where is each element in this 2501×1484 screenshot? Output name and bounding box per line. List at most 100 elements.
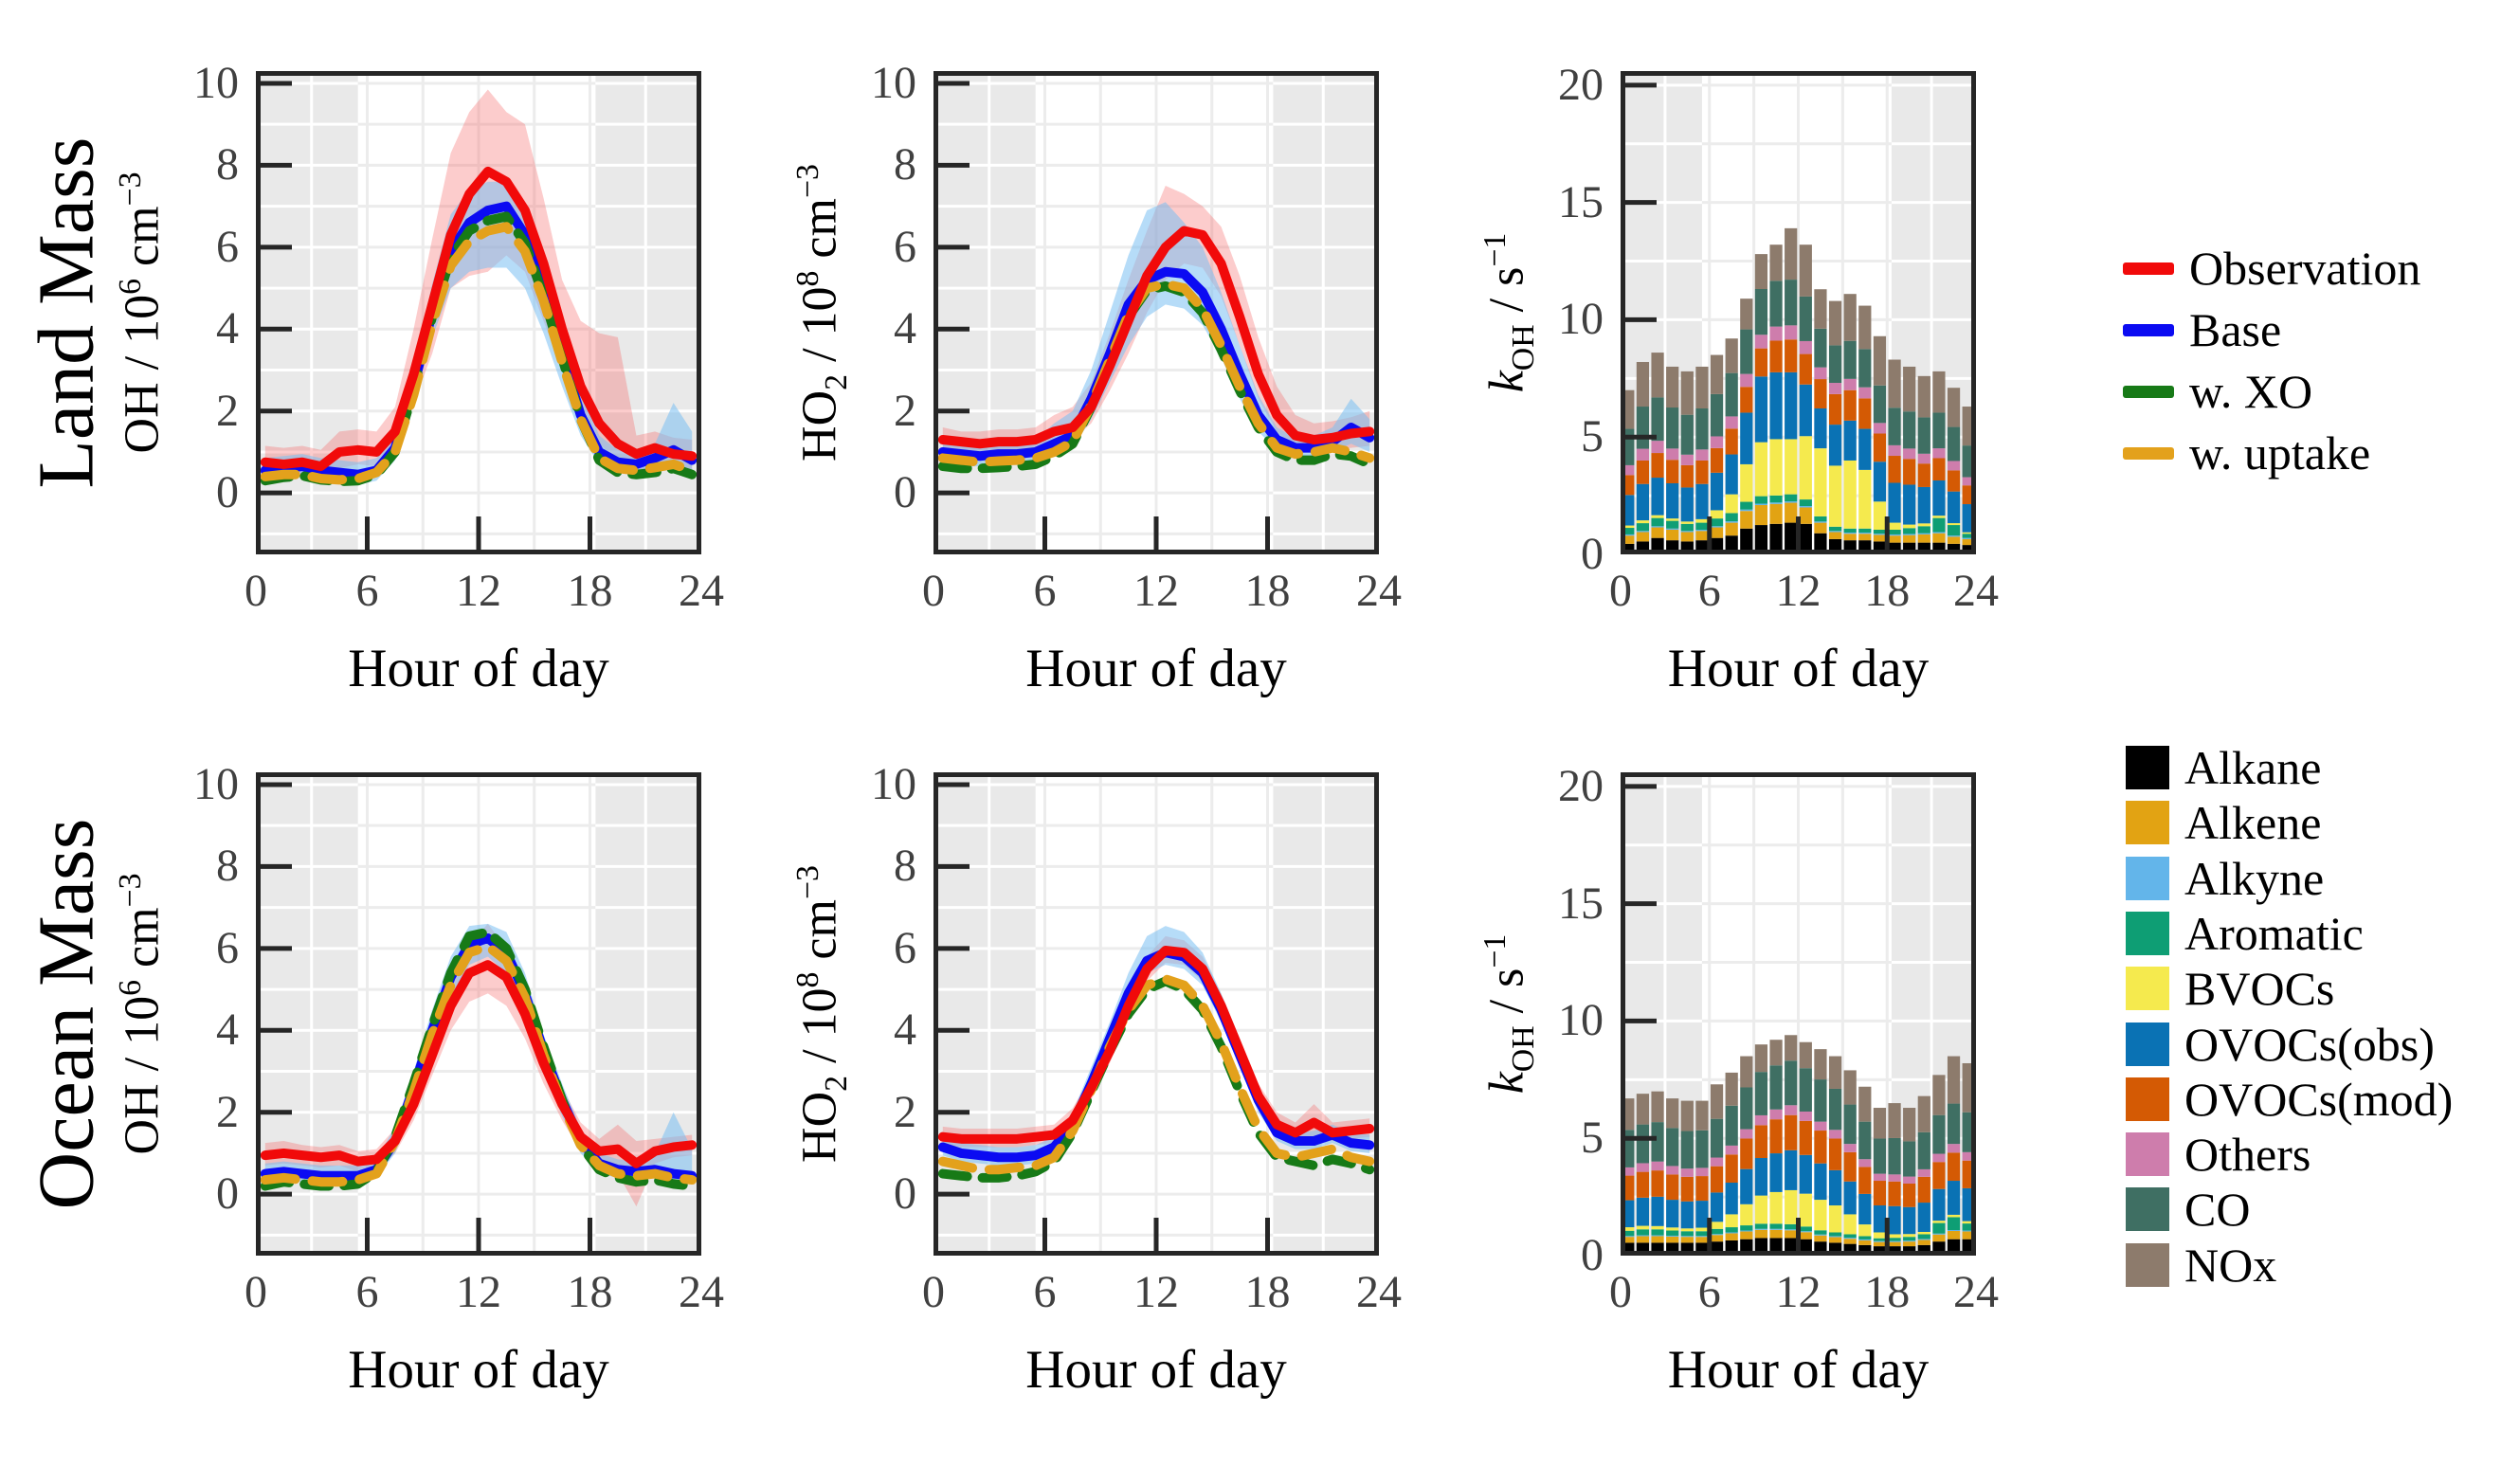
x-tick-label: 6 [1697,566,1721,616]
bar-segment-alkyne [1843,532,1857,534]
legend-line-swatch [2123,262,2174,275]
y-tick-label: 0 [894,467,916,518]
x-axis-title: Hour of day [348,639,609,698]
night-band [933,71,1036,554]
bar-segment-alkyne [1903,1240,1916,1242]
label-segment: cm [115,907,170,981]
bar-segment-alkene [1888,1241,1901,1247]
y-tick-label: 2 [216,385,239,436]
bar-segment-co [1843,1104,1857,1145]
bar-segment-co [1947,426,1961,461]
x-tick-label: 12 [1775,566,1821,616]
bar-segment-co [1725,372,1738,417]
bar-segment-aromatic [1769,495,1783,503]
bar-segment-ovocs-mod- [1754,348,1768,377]
bar-segment-alkene [1828,1237,1842,1243]
legend-box-swatch [2126,1242,2169,1287]
y-axis-label: OH / 106 cm−3 [113,172,171,454]
y-tick-label: 10 [193,57,239,108]
bar-segment-co [1740,329,1753,374]
bar-segment-alkyne [1769,502,1783,504]
base-band [264,181,693,485]
bar-segment-co [1695,1130,1709,1168]
bar-segment-alkane [1622,543,1635,554]
x-tick-label: 18 [1864,1267,1911,1317]
bar-segment-nox [1636,361,1650,407]
bar-segment-co [1858,349,1872,388]
bar-segment-ovocs-obs- [1710,1192,1724,1222]
bar-segment-aromatic [1622,528,1635,534]
legend-box-swatch [2126,746,2169,789]
bar-segment-aromatic [1814,516,1827,522]
y-tick-label: 0 [894,1168,916,1220]
bar-segment-co [1799,296,1812,341]
bar-segment-nox [1873,1108,1887,1139]
bar-segment-nox [1814,289,1827,329]
legend-item-label: Observation [2189,242,2421,295]
bar-segment-nox [1754,1044,1768,1073]
label-segment: HO [792,389,847,461]
bar-segment-ovocs-mod- [1769,1119,1783,1154]
y-tick-label: 10 [1558,995,1604,1046]
bar-segment-aromatic [1622,1230,1635,1237]
bar-segment-alkene [1843,1239,1857,1244]
line-series-observation [260,960,698,1168]
y-tick-label: 0 [1581,1230,1604,1280]
bar-segment-aromatic [1903,1237,1916,1241]
bar-segment-alkene [1695,531,1709,541]
bar-segment-nox [1917,375,1930,418]
bar-segment-others [1903,448,1916,460]
y-tick-label: 4 [216,303,239,354]
bar-segment-ovocs-mod- [1799,1120,1812,1155]
bar-segment-alkyne [1636,531,1650,533]
y-tick-label: 2 [216,1086,239,1137]
bar-segment-others [1903,1176,1916,1184]
bar-segment-bvocs [1858,469,1872,529]
bar-segment-bvocs [1636,1225,1650,1230]
x-tick-label: 0 [1609,1267,1632,1317]
bar-segment-nox [1769,244,1783,281]
night-band [1273,772,1379,1256]
bar-segment-ovocs-mod- [1888,1181,1901,1206]
bar-segment-others [1636,1163,1650,1172]
bar-segment-others [1888,444,1901,457]
bar-segment-bvocs [1666,1227,1679,1231]
bar-segment-ovocs-mod- [1785,1114,1798,1150]
bar-segment-ovocs-mod- [1873,1181,1887,1206]
bar-segment-co [1799,1068,1812,1112]
x-tick-label: 6 [355,1267,379,1317]
plot-spines [256,772,701,1256]
bar-segment-alkene [1622,535,1635,544]
y-axis-label: kOH / s−1 [1477,233,1541,393]
bar-segment-others [1769,326,1783,341]
line-series-w-uptake [937,279,1375,467]
panel-land-koh [1621,71,1976,554]
label-segment: / s [1479,968,1534,1026]
bar-segment-bvocs [1917,523,1930,527]
bar-segment-alkane [1740,528,1753,554]
panel-svg [1621,71,1976,554]
y-tick-label: 2 [894,385,916,436]
bar-segment-bvocs [1680,1228,1694,1232]
label-segment: −3 [790,865,826,900]
night-band [1273,71,1379,554]
bar-segment-ovocs-mod- [1740,1138,1753,1169]
line-series-w-xo [937,976,1375,1183]
bar-segment-nox [1828,1056,1842,1089]
bar-segment-others [1962,1151,1975,1161]
y-tick-label: 0 [216,1168,239,1220]
bar-segment-others [1843,378,1857,390]
bar-segment-alkene [1873,534,1887,542]
bar-segment-aromatic [1932,517,1946,533]
bar-segment-alkyne [1873,1240,1887,1242]
panel-land-oh [256,71,701,554]
bar-segment-ovocs-mod- [1651,1170,1664,1197]
bar-segment-alkyne [1814,1234,1827,1236]
panel-svg [256,772,701,1256]
bar-segment-alkene [1710,1235,1724,1242]
bar-segment-aromatic [1754,1223,1768,1229]
legend-box-swatch [2126,911,2169,955]
bar-segment-ovocs-mod- [1799,353,1812,385]
bar-segment-co [1666,1128,1679,1167]
legend-line-swatch [2123,323,2174,336]
